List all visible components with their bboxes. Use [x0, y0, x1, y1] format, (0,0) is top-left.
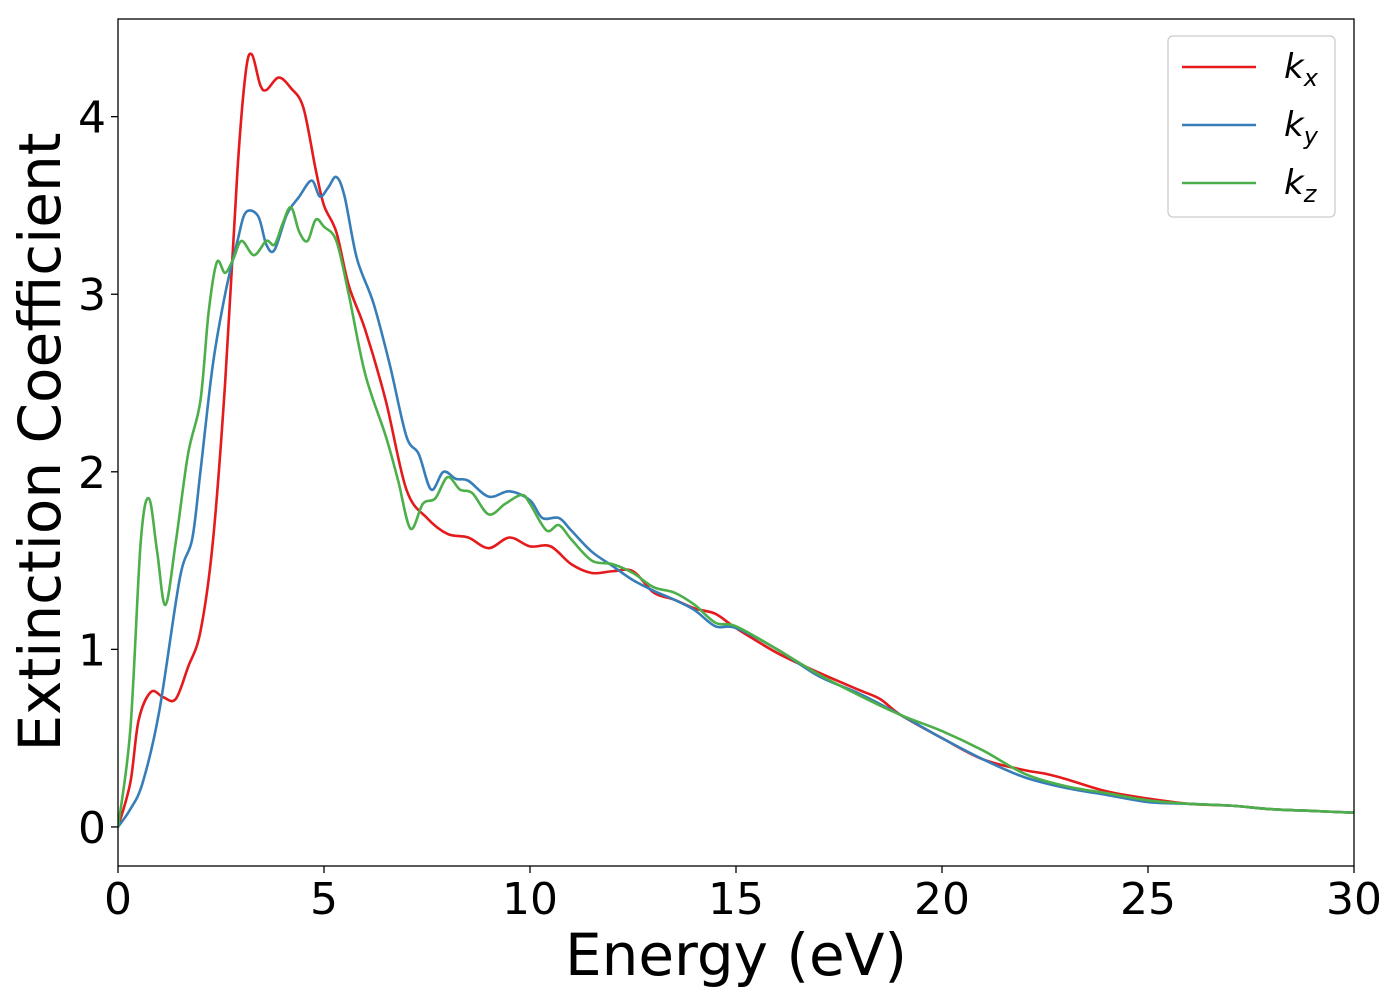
legend-label-main: k	[1284, 47, 1305, 87]
y-axis-title: Extinction Coefficient	[6, 133, 74, 752]
legend-label-subscript: y	[1303, 122, 1319, 150]
y-tick-label: 1	[78, 625, 106, 676]
x-tick-label: 5	[310, 874, 338, 925]
x-tick-label: 30	[1326, 874, 1382, 925]
y-tick-label: 4	[78, 93, 106, 144]
series-layer	[118, 52, 1354, 829]
series-line-z	[118, 205, 1354, 829]
y-tick-label: 0	[78, 803, 106, 854]
legend-box	[1167, 35, 1336, 218]
x-axis-title: Energy (eV)	[565, 921, 907, 989]
x-tick-label: 20	[914, 874, 970, 925]
y-tick-label: 3	[78, 270, 106, 321]
legend-label-z: kz	[1284, 163, 1318, 208]
x-tick-label: 25	[1120, 874, 1176, 925]
y-tick-label: 2	[78, 448, 106, 499]
legend-label-main: k	[1284, 163, 1305, 203]
plot-background	[118, 19, 1354, 866]
legend-label-main: k	[1284, 105, 1305, 145]
legend-label-subscript: z	[1303, 180, 1318, 208]
legend-label-subscript: x	[1303, 64, 1319, 92]
x-axis: 0 5 10 15 20 25 30	[104, 866, 1382, 925]
x-tick-label: 10	[502, 874, 558, 925]
y-axis: 0 1 2 3 4	[78, 93, 118, 854]
series-line-y	[118, 175, 1354, 829]
x-tick-label: 15	[708, 874, 764, 925]
x-tick-label: 0	[104, 874, 132, 925]
legend-label-x: kx	[1284, 47, 1319, 92]
legend-label-y: ky	[1284, 105, 1319, 150]
